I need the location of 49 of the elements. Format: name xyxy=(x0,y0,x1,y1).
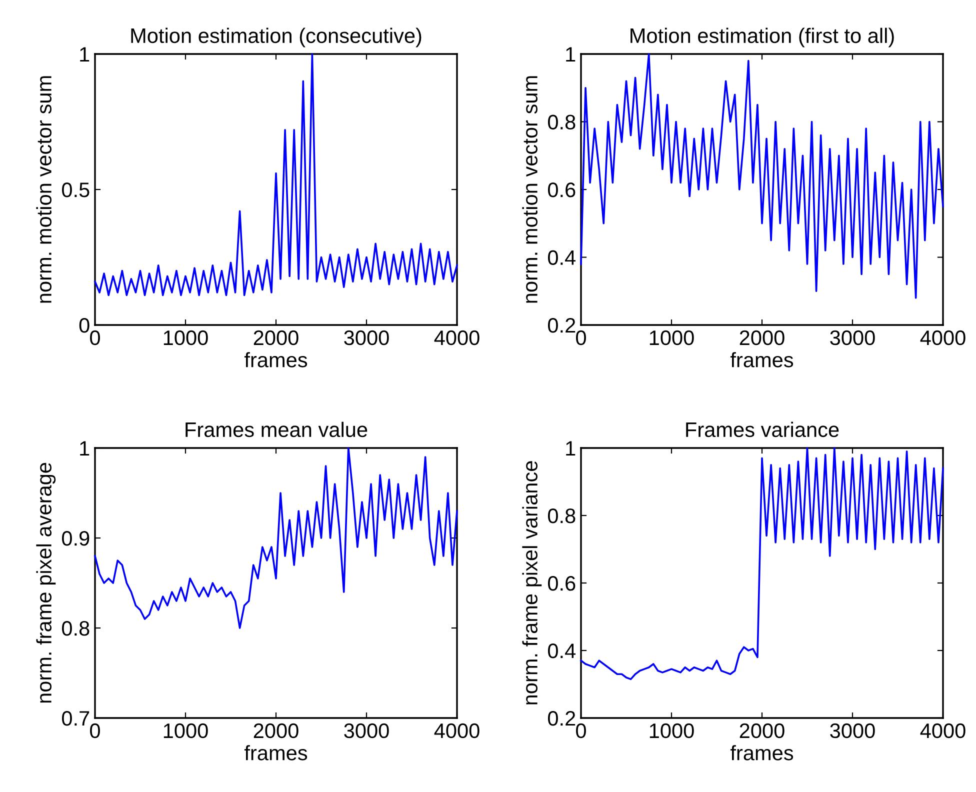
x-tick-label: 3000 xyxy=(344,723,389,738)
x-tick-label: 4000 xyxy=(920,330,966,346)
y-axis-title: norm. frame pixel average xyxy=(36,462,56,703)
y-tick-label: 0.5 xyxy=(62,182,90,198)
x-tick-label: 2000 xyxy=(254,330,298,346)
x-tick-label: 3000 xyxy=(344,330,389,346)
y-tick-label: 0.8 xyxy=(548,114,576,130)
y-tick-label: 1 xyxy=(566,441,576,456)
chart-title: Motion estimation (first to all) xyxy=(630,28,894,48)
y-tick-label: 0.9 xyxy=(62,531,90,546)
y-tick-label: 0.4 xyxy=(548,250,576,266)
x-tick-label: 3000 xyxy=(830,723,875,738)
y-tick-label: 0.8 xyxy=(62,621,90,636)
x-tick-label: 4000 xyxy=(920,723,966,738)
y-axis-title: norm. motion vector sum xyxy=(36,76,52,303)
y-tick-label: 0.7 xyxy=(62,711,90,726)
x-tick-label: 1000 xyxy=(650,330,694,346)
chart-title: Frames mean value xyxy=(186,422,368,438)
x-tick-label: 0 xyxy=(576,723,586,738)
y-tick-label: 0.2 xyxy=(548,711,576,726)
y-tick-label: 1 xyxy=(80,47,90,62)
x-tick-label: 1000 xyxy=(164,723,208,738)
y-axis-title: norm. frame pixel variance xyxy=(522,461,542,704)
x-tick-label: 4000 xyxy=(434,330,480,346)
x-tick-label: 2000 xyxy=(254,723,298,738)
x-tick-label: 0 xyxy=(90,330,100,346)
y-tick-label: 0.6 xyxy=(548,182,576,198)
x-axis-title: frames xyxy=(730,352,794,368)
x-tick-label: 2000 xyxy=(740,330,784,346)
x-axis-title: frames xyxy=(244,352,308,368)
y-tick-label: 1 xyxy=(566,47,576,62)
x-tick-label: 0 xyxy=(90,723,100,738)
y-tick-label: 0 xyxy=(79,318,90,333)
x-tick-label: 1000 xyxy=(164,330,208,346)
x-tick-label: 1000 xyxy=(650,723,694,738)
x-tick-label: 4000 xyxy=(434,723,480,738)
x-axis-title: frames xyxy=(244,745,308,760)
y-axis-title: norm. motion vector sum xyxy=(522,76,538,303)
y-tick-label: 1 xyxy=(80,441,90,456)
y-tick-label: 0.4 xyxy=(548,644,576,658)
y-tick-label: 0.8 xyxy=(548,508,576,524)
x-axis-title: frames xyxy=(730,745,794,760)
x-tick-label: 3000 xyxy=(830,330,875,346)
x-tick-label: 2000 xyxy=(740,723,784,738)
chart-title: Frames variance xyxy=(686,422,839,438)
y-tick-label: 0.2 xyxy=(548,318,576,333)
chart-title: Motion estimation (consecutive) xyxy=(131,28,422,48)
y-tick-label: 0.6 xyxy=(548,576,576,591)
x-tick-label: 0 xyxy=(576,330,586,346)
